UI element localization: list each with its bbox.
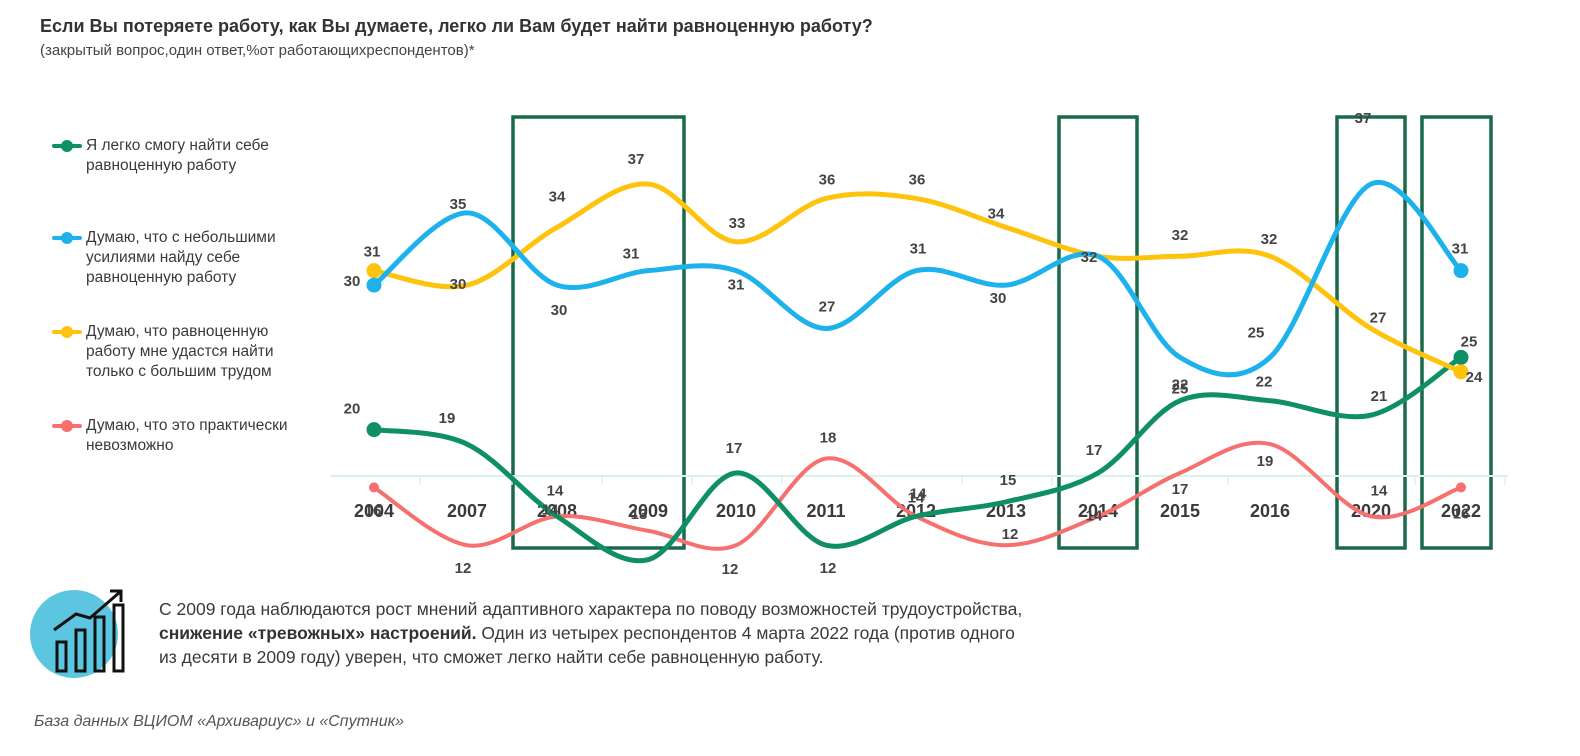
data-label-blue-2016: 25	[1248, 324, 1265, 341]
data-label-yellow-2015: 32	[1172, 227, 1189, 244]
data-label-yellow-2007: 30	[450, 276, 467, 293]
series-line-yellow	[371, 181, 1464, 375]
data-label-green-2009: 11	[632, 578, 648, 580]
legend-label-easy: Я легко смогу найти себе равноценную раб…	[86, 137, 269, 174]
data-label-blue-2020: 37	[1355, 110, 1372, 127]
data-label-red-2010: 12	[722, 561, 739, 578]
data-label-yellow-2012: 36	[909, 171, 926, 188]
data-label-red-2013: 12	[1002, 526, 1019, 543]
data-label-green-2020: 21	[1371, 388, 1388, 405]
data-label-green-2010: 17	[726, 440, 743, 457]
data-label-blue-2010: 31	[728, 277, 745, 294]
data-label-yellow-2010: 33	[729, 215, 746, 232]
data-label-red-2009: 13	[631, 506, 648, 523]
data-label-green-2007: 19	[439, 410, 456, 427]
x-tick-label-2015: 2015	[1160, 501, 1200, 521]
data-label-yellow-2009: 37	[628, 151, 645, 168]
data-label-blue-2004: 30	[344, 273, 361, 290]
series-point-yellow-2022	[1453, 364, 1469, 380]
data-label-red-2014: 14	[1086, 507, 1103, 524]
highlight-box-2014	[1057, 115, 1139, 550]
data-label-blue-2015: 25	[1172, 380, 1189, 397]
data-label-yellow-2020: 27	[1370, 309, 1387, 326]
data-label-green-2015: 22	[1172, 377, 1189, 394]
data-label-red-2008: 14	[542, 501, 559, 518]
data-label-blue-2014: 32	[1081, 249, 1098, 266]
x-tick-label-2011: 2011	[806, 501, 845, 521]
series-point-red-2004	[369, 482, 379, 493]
x-tick-label-2010: 2010	[716, 501, 756, 521]
data-label-yellow-2004: 31	[364, 244, 381, 261]
legend-marker-red	[52, 420, 82, 432]
x-tick-label-2007: 2007	[447, 501, 487, 521]
series-point-yellow-2004	[366, 263, 382, 279]
series-point-green-2022	[1453, 349, 1469, 365]
series-line-blue	[371, 179, 1464, 378]
data-label-red-2004: 16	[365, 502, 382, 519]
summary-note: С 2009 года наблюдаются рост мнений адап…	[159, 597, 1319, 669]
x-tick-label-2014: 2014	[1078, 501, 1118, 521]
data-label-green-2004: 20	[344, 401, 361, 418]
data-label-green-2011: 12	[820, 560, 837, 577]
legend-marker-green	[52, 140, 82, 152]
series-point-red-2022	[1456, 482, 1466, 493]
data-label-red-2020: 14	[1371, 482, 1388, 499]
series-line-green	[371, 354, 1464, 564]
data-label-blue-2012: 31	[910, 241, 927, 258]
legend-label-small-effort: Думаю, что с небольшими усилиями найду с…	[86, 229, 276, 286]
data-label-blue-2009: 31	[623, 246, 640, 263]
data-label-blue-2008: 30	[551, 302, 568, 319]
data-label-blue-2011: 27	[819, 298, 836, 315]
data-label-yellow-2008: 34	[549, 188, 566, 205]
series-point-blue-2004	[366, 277, 382, 293]
legend-marker-yellow	[52, 326, 82, 338]
data-label-red-2007: 12	[455, 560, 472, 577]
data-label-blue-2022: 31	[1452, 241, 1469, 258]
legend-label-hard: Думаю, что равноценную работу мне удастс…	[86, 323, 274, 380]
x-tick-label-2016: 2016	[1250, 501, 1290, 521]
summary-highlight: снижение «тревожных» настроений.	[159, 623, 477, 643]
data-label-green-2008: 14	[547, 482, 564, 499]
data-label-red-2022: 16	[1453, 505, 1470, 522]
data-label-yellow-2022: 24	[1466, 369, 1483, 386]
legend-label-impossible: Думаю, что это практически невозможно	[86, 417, 288, 454]
x-tick-label-2022: 2022	[1441, 501, 1481, 521]
data-label-yellow-2011: 36	[819, 171, 836, 188]
source-note: База данных ВЦИОМ «Архивариус» и «Спутни…	[34, 713, 405, 730]
x-tick-label-2009: 2009	[628, 501, 668, 521]
data-label-red-2012: 14	[908, 489, 925, 506]
page-title: Если Вы потеряете работу, как Вы думаете…	[40, 16, 873, 36]
data-label-blue-2007: 35	[450, 196, 467, 213]
summary-line-1: С 2009 года наблюдаются рост мнений адап…	[159, 599, 1023, 619]
data-label-red-2016: 19	[1257, 453, 1274, 470]
data-label-green-2016: 22	[1256, 374, 1273, 391]
data-label-green-2014: 17	[1086, 442, 1103, 459]
line-chart: 2004 2007 2008 2009 2010 2011 2012 2013 2014 2015…	[330, 110, 1508, 580]
data-label-green-2022: 25	[1461, 333, 1478, 350]
data-label-red-2011: 18	[820, 430, 837, 447]
legend-marker-blue	[52, 232, 82, 244]
data-label-blue-2013: 30	[990, 290, 1007, 307]
data-label-red-2015: 17	[1172, 481, 1189, 498]
page-subtitle: (закрытый вопрос,один ответ,%от работающ…	[40, 42, 475, 59]
x-tick-label-2004: 2004	[354, 501, 394, 521]
data-label-yellow-2013: 34	[988, 205, 1005, 222]
highlight-box-2008-2009	[511, 115, 686, 550]
series-point-green-2004	[366, 422, 382, 438]
highlight-box-2022	[1420, 115, 1493, 550]
highlight-box-2020	[1335, 115, 1407, 550]
summary-line-3: из десяти в 2009 году) уверен, что сможе…	[159, 647, 824, 667]
data-label-green-2012: 14	[910, 485, 927, 502]
summary-line-2: снижение «тревожных» настроений. Один из…	[159, 621, 1319, 645]
growth-chart-icon	[30, 589, 125, 678]
series-point-blue-2022	[1453, 263, 1469, 279]
data-label-green-2013: 15	[1000, 472, 1017, 489]
data-label-yellow-2016: 32	[1261, 231, 1278, 248]
summary-line-2-rest: Один из четырех респондентов 4 марта 202…	[476, 623, 1015, 643]
